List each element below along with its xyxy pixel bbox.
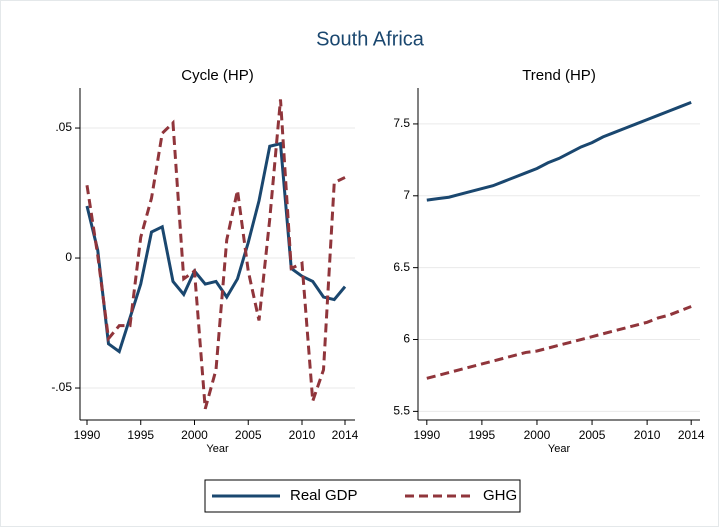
y-tick-label: .05 <box>55 120 72 134</box>
y-tick-label: -.05 <box>51 380 72 394</box>
y-tick-label: 6 <box>403 332 410 346</box>
panel-title: Cycle (HP) <box>181 67 254 84</box>
x-tick-label: 2010 <box>634 428 661 442</box>
x-tick-label: 2014 <box>332 428 359 442</box>
x-tick-label: 2014 <box>678 428 705 442</box>
x-tick-label: 2000 <box>181 428 208 442</box>
x-axis-label: Year <box>548 443 571 455</box>
y-tick-label: 0 <box>65 250 72 264</box>
series-line <box>85 99 346 410</box>
y-tick-label: 7.5 <box>393 116 410 130</box>
x-tick-label: 2005 <box>579 428 606 442</box>
y-tick-label: 5.5 <box>393 404 410 418</box>
x-tick-label: 1990 <box>74 428 101 442</box>
legend-label: GHG <box>483 487 517 504</box>
x-tick-label: 1995 <box>127 428 154 442</box>
x-tick-label: 1990 <box>413 428 440 442</box>
panel-title: Trend (HP) <box>522 67 596 84</box>
y-tick-label: 7 <box>403 188 410 202</box>
series-line <box>426 100 692 202</box>
series-line <box>426 305 692 380</box>
x-tick-label: 2000 <box>524 428 551 442</box>
x-tick-label: 1995 <box>469 428 496 442</box>
legend-label: Real GDP <box>290 487 358 504</box>
figure-title: South Africa <box>316 28 425 50</box>
y-tick-label: 6.5 <box>393 260 410 274</box>
x-tick-label: 2010 <box>289 428 316 442</box>
x-tick-label: 2005 <box>235 428 262 442</box>
x-axis-label: Year <box>206 443 229 455</box>
